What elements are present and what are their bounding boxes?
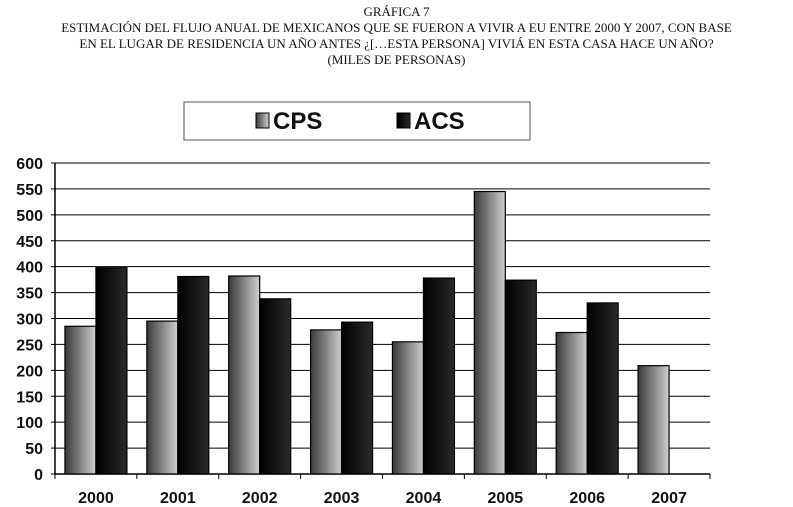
y-tick-label: 200 (16, 363, 43, 380)
x-tick-label: 2000 (78, 490, 114, 507)
bar-cps-2004 (391, 341, 425, 475)
x-tick-label: 2003 (324, 490, 360, 507)
bar-cps-2002 (228, 275, 261, 475)
legend-swatch-acs (396, 112, 411, 129)
bar-cps-2005 (473, 190, 506, 475)
bar-cps-2001 (146, 320, 179, 475)
bar-acs-2001 (177, 275, 210, 475)
legend-swatch-cps (255, 112, 270, 129)
legend: CPS ACS (183, 101, 531, 141)
legend-label-acs: ACS (414, 108, 465, 135)
y-tick-label: 100 (16, 415, 43, 432)
x-tick-label: 2004 (406, 490, 442, 507)
y-tick-label: 0 (34, 467, 43, 484)
bar-acs-2003 (340, 321, 374, 475)
bar-cps-2006 (555, 331, 588, 475)
bar-acs-2002 (259, 298, 292, 475)
legend-box (183, 101, 531, 141)
x-tick-label: 2002 (242, 490, 278, 507)
bar-acs-2006 (586, 302, 619, 475)
y-tick-label: 350 (16, 286, 43, 303)
y-tick-label: 450 (16, 234, 43, 251)
plot-area: 0 50 100 150 200 250 300 350 400 450 500 550 600 2000… (16, 156, 711, 507)
legend-label-cps: CPS (273, 108, 322, 135)
chart-units: (MILES DE PERSONAS) (327, 52, 466, 67)
y-tick-label: 150 (16, 389, 43, 406)
bar-cps-2007 (637, 365, 670, 475)
y-tick-label: 400 (16, 260, 43, 277)
y-tick-label: 500 (16, 208, 43, 225)
chart-title-block: GRÁFICA 7 ESTIMACIÓN DEL FLUJO ANUAL DE … (0, 4, 793, 68)
y-tick-label: 50 (25, 441, 43, 458)
bar-cps-2000 (64, 325, 97, 475)
x-tick-label: 2007 (651, 490, 687, 507)
y-tick-label: 550 (16, 182, 43, 199)
chart-title-line-1: ESTIMACIÓN DEL FLUJO ANUAL DE MEXICANOS … (61, 20, 732, 35)
x-tick-label: 2001 (160, 490, 196, 507)
bar-cps-2003 (309, 329, 343, 475)
y-tick-label: 300 (16, 312, 43, 329)
y-tick-label: 250 (16, 337, 43, 354)
chart-title-line-2: EN EL LUGAR DE RESIDENCIA UN AÑO ANTES ¿… (79, 36, 714, 51)
x-tick-label: 2006 (569, 490, 605, 507)
chart-number: GRÁFICA 7 (363, 4, 430, 19)
y-tick-label: 600 (16, 156, 43, 173)
bar-acs-2000 (95, 267, 128, 475)
bar-acs-2004 (422, 277, 456, 475)
bar-acs-2005 (504, 279, 537, 475)
x-tick-label: 2005 (488, 490, 524, 507)
